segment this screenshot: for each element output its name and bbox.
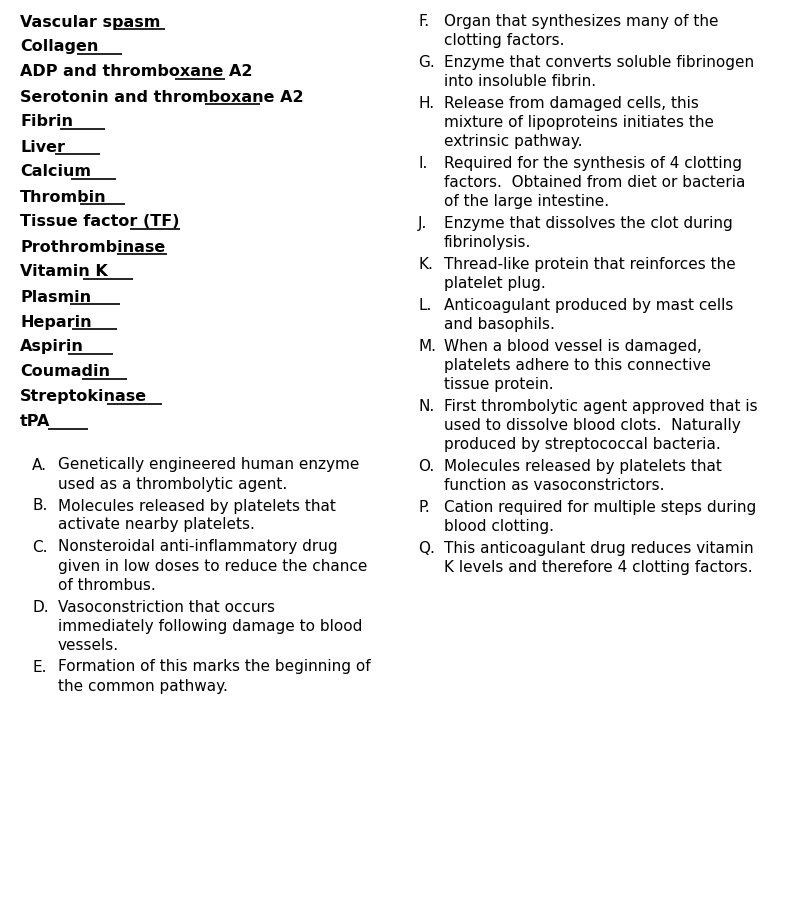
- Text: I.: I.: [418, 156, 427, 171]
- Text: D.: D.: [32, 600, 48, 614]
- Text: Vascular spasm: Vascular spasm: [20, 14, 160, 30]
- Text: produced by streptococcal bacteria.: produced by streptococcal bacteria.: [444, 437, 721, 452]
- Text: Calcium: Calcium: [20, 164, 91, 180]
- Text: tPA: tPA: [20, 415, 50, 429]
- Text: When a blood vessel is damaged,: When a blood vessel is damaged,: [444, 339, 702, 354]
- Text: Serotonin and thromboxane A2: Serotonin and thromboxane A2: [20, 90, 304, 104]
- Text: First thrombolytic agent approved that is: First thrombolytic agent approved that i…: [444, 399, 758, 414]
- Text: L.: L.: [418, 298, 431, 313]
- Text: and basophils.: and basophils.: [444, 317, 555, 332]
- Text: Q.: Q.: [418, 541, 435, 556]
- Text: Vasoconstriction that occurs: Vasoconstriction that occurs: [58, 600, 275, 614]
- Text: Streptokinase: Streptokinase: [20, 390, 147, 404]
- Text: factors.  Obtained from diet or bacteria: factors. Obtained from diet or bacteria: [444, 175, 745, 190]
- Text: Coumadin: Coumadin: [20, 365, 110, 380]
- Text: This anticoagulant drug reduces vitamin: This anticoagulant drug reduces vitamin: [444, 541, 754, 556]
- Text: Nonsteroidal anti-inflammatory drug: Nonsteroidal anti-inflammatory drug: [58, 540, 338, 554]
- Text: used to dissolve blood clots.  Naturally: used to dissolve blood clots. Naturally: [444, 418, 741, 433]
- Text: Anticoagulant produced by mast cells: Anticoagulant produced by mast cells: [444, 298, 734, 313]
- Text: B.: B.: [32, 498, 48, 514]
- Text: E.: E.: [32, 659, 47, 674]
- Text: platelet plug.: platelet plug.: [444, 276, 545, 291]
- Text: tissue protein.: tissue protein.: [444, 377, 553, 392]
- Text: Molecules released by platelets that: Molecules released by platelets that: [444, 459, 722, 474]
- Text: ADP and thromboxane A2: ADP and thromboxane A2: [20, 65, 252, 80]
- Text: mixture of lipoproteins initiates the: mixture of lipoproteins initiates the: [444, 115, 714, 130]
- Text: M.: M.: [418, 339, 436, 354]
- Text: Enzyme that converts soluble fibrinogen: Enzyme that converts soluble fibrinogen: [444, 55, 754, 70]
- Text: F.: F.: [418, 14, 429, 29]
- Text: J.: J.: [418, 216, 427, 231]
- Text: Organ that synthesizes many of the: Organ that synthesizes many of the: [444, 14, 718, 29]
- Text: Formation of this marks the beginning of: Formation of this marks the beginning of: [58, 659, 371, 674]
- Text: Vitamin K: Vitamin K: [20, 265, 107, 279]
- Text: extrinsic pathway.: extrinsic pathway.: [444, 134, 583, 149]
- Text: N.: N.: [418, 399, 434, 414]
- Text: Prothrombinase: Prothrombinase: [20, 240, 166, 254]
- Text: Collagen: Collagen: [20, 40, 99, 55]
- Text: vessels.: vessels.: [58, 638, 119, 653]
- Text: Plasmin: Plasmin: [20, 289, 91, 304]
- Text: into insoluble fibrin.: into insoluble fibrin.: [444, 74, 596, 89]
- Text: the common pathway.: the common pathway.: [58, 679, 228, 693]
- Text: Release from damaged cells, this: Release from damaged cells, this: [444, 96, 699, 111]
- Text: clotting factors.: clotting factors.: [444, 33, 565, 48]
- Text: Fibrin: Fibrin: [20, 115, 73, 129]
- Text: immediately following damage to blood: immediately following damage to blood: [58, 619, 362, 633]
- Text: blood clotting.: blood clotting.: [444, 519, 554, 534]
- Text: G.: G.: [418, 55, 435, 70]
- Text: Thread-like protein that reinforces the: Thread-like protein that reinforces the: [444, 257, 736, 272]
- Text: Cation required for multiple steps during: Cation required for multiple steps durin…: [444, 500, 756, 515]
- Text: Liver: Liver: [20, 139, 65, 154]
- Text: K.: K.: [418, 257, 433, 272]
- Text: P.: P.: [418, 500, 430, 515]
- Text: Required for the synthesis of 4 clotting: Required for the synthesis of 4 clotting: [444, 156, 742, 171]
- Text: Enzyme that dissolves the clot during: Enzyme that dissolves the clot during: [444, 216, 733, 231]
- Text: Aspirin: Aspirin: [20, 339, 84, 355]
- Text: Tissue factor (TF): Tissue factor (TF): [20, 215, 179, 230]
- Text: function as vasoconstrictors.: function as vasoconstrictors.: [444, 478, 664, 493]
- Text: Genetically engineered human enzyme: Genetically engineered human enzyme: [58, 457, 360, 472]
- Text: used as a thrombolytic agent.: used as a thrombolytic agent.: [58, 477, 288, 491]
- Text: H.: H.: [418, 96, 434, 111]
- Text: activate nearby platelets.: activate nearby platelets.: [58, 517, 255, 533]
- Text: platelets adhere to this connective: platelets adhere to this connective: [444, 358, 711, 373]
- Text: Heparin: Heparin: [20, 314, 91, 330]
- Text: C.: C.: [32, 540, 48, 554]
- Text: Thrombin: Thrombin: [20, 189, 107, 205]
- Text: O.: O.: [418, 459, 434, 474]
- Text: A.: A.: [32, 457, 47, 472]
- Text: fibrinolysis.: fibrinolysis.: [444, 235, 532, 250]
- Text: given in low doses to reduce the chance: given in low doses to reduce the chance: [58, 559, 368, 574]
- Text: of thrombus.: of thrombus.: [58, 577, 156, 593]
- Text: Molecules released by platelets that: Molecules released by platelets that: [58, 498, 336, 514]
- Text: K levels and therefore 4 clotting factors.: K levels and therefore 4 clotting factor…: [444, 560, 752, 575]
- Text: of the large intestine.: of the large intestine.: [444, 194, 609, 209]
